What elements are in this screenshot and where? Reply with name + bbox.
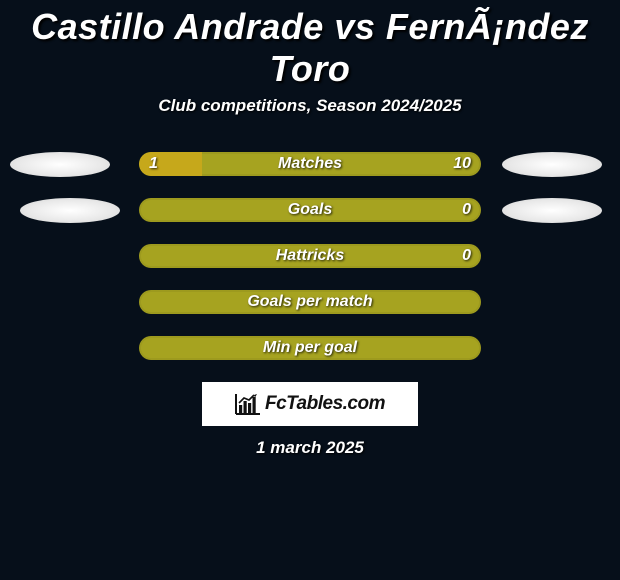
stat-bar: Matches1 10 [139, 152, 481, 176]
stat-bar: Hattricks0 [139, 244, 481, 268]
player-avatar-right [502, 152, 602, 177]
comparison-chart: Matches110Goals0Hattricks0Goals per matc… [0, 152, 620, 360]
stat-value-right: 0 [452, 198, 481, 222]
stat-row: Goals0 [0, 198, 620, 222]
stat-bar: Goals per match [139, 290, 481, 314]
stat-row: Goals per match [0, 290, 620, 314]
stat-label: Goals per match [139, 290, 481, 314]
stat-row: Hattricks0 [0, 244, 620, 268]
date-caption: 1 march 2025 [0, 438, 620, 458]
stat-label: Goals [139, 198, 481, 222]
stat-label: Min per goal [139, 336, 481, 360]
page-title: Castillo Andrade vs FernÃ¡ndez Toro [0, 0, 620, 90]
stat-value-right: 10 [443, 152, 481, 176]
stat-row: Min per goal [0, 336, 620, 360]
logo-text: FcTables.com [265, 393, 385, 415]
logo-box[interactable]: FcTables.com [202, 382, 418, 426]
player-avatar-right [502, 198, 602, 223]
player-avatar-left [10, 152, 110, 177]
bar-chart-icon [235, 393, 261, 415]
stat-value-left: 1 [139, 152, 168, 176]
stat-bar: Goals0 [139, 198, 481, 222]
stat-value-right: 0 [452, 244, 481, 268]
stat-label: Hattricks [139, 244, 481, 268]
page-subtitle: Club competitions, Season 2024/2025 [0, 96, 620, 116]
player-avatar-left [20, 198, 120, 223]
stat-row: Matches1 10 [0, 152, 620, 176]
stat-label: Matches [139, 152, 481, 176]
stat-bar: Min per goal [139, 336, 481, 360]
